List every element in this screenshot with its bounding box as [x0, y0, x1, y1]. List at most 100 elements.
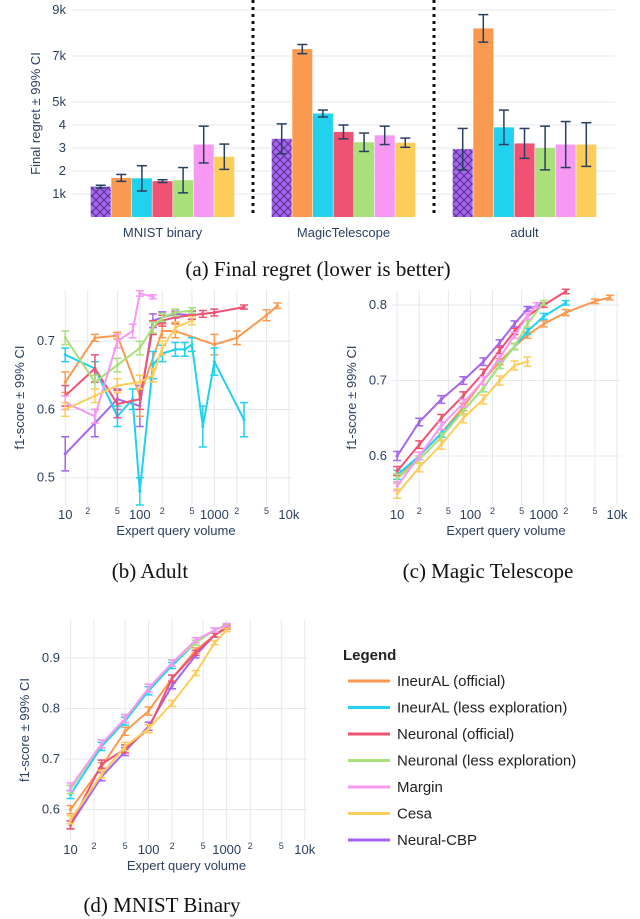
x-tick-label: 1000 [212, 842, 241, 857]
data-point [564, 289, 568, 294]
legend-title: Legend [343, 647, 396, 664]
data-point [194, 651, 198, 655]
bar-ineural-less-exploration [312, 113, 333, 217]
data-point [99, 762, 104, 766]
data-point [115, 339, 119, 343]
data-point [99, 742, 104, 746]
y-tick-label: 0.7 [42, 751, 60, 766]
x-tick-label: 2 [234, 506, 239, 516]
data-point [68, 785, 73, 789]
data-point [461, 409, 465, 413]
y-tick-label: 5k [52, 94, 66, 109]
x-tick-label: 10k [278, 507, 299, 522]
data-point [190, 308, 194, 313]
x-tick-label: MagicTelescope [297, 225, 390, 240]
data-point [481, 378, 485, 383]
data-point [525, 322, 530, 326]
series-line-ineural-official [64, 304, 279, 399]
x-tick-label: 10 [63, 842, 77, 857]
y-tick-label: 0.5 [37, 470, 55, 485]
bar-chart-final-regret: 1k 2 3 4 5k 7k 9k Final regret ± 99% CI MNIST bi… [28, 0, 615, 240]
data-point [201, 424, 205, 429]
data-point [68, 808, 73, 812]
bar-cesa [576, 144, 597, 217]
data-point [275, 304, 279, 308]
data-point [512, 333, 517, 337]
line-chart-magic-telescope: 10 2 5 100 2 5 1000 2 5 10k 0.6 0.7 0.8 Expert query … [344, 288, 628, 538]
bar-ineural-official [111, 177, 132, 217]
data-point [497, 348, 502, 352]
bar-cesa [395, 142, 416, 217]
bar-ineural-official [473, 28, 494, 218]
bar-neuronal-official [514, 143, 535, 217]
data-point [439, 443, 443, 447]
data-point [461, 416, 465, 420]
y-tick-label: 0.6 [42, 802, 60, 817]
y-axis-label: Final regret ± 99% CI [28, 52, 43, 175]
data-point [63, 353, 67, 357]
x-tick-label: 5 [189, 506, 194, 516]
x-tick-label: 2 [92, 841, 97, 851]
series-line-ineural-official [396, 296, 611, 480]
data-point [138, 489, 142, 493]
data-point [212, 343, 216, 347]
data-point [190, 343, 194, 347]
x-tick-label: adult [510, 225, 539, 240]
data-point [481, 371, 485, 375]
y-tick-label: 7k [52, 48, 66, 63]
data-point [461, 394, 465, 398]
data-point [512, 363, 517, 368]
data-point [151, 373, 155, 377]
bar-neuronal-official [152, 181, 173, 217]
data-point [170, 661, 174, 665]
x-tick-label: 5 [519, 506, 524, 516]
bar-margin [555, 144, 576, 217]
x-tick-label: 5 [123, 841, 128, 851]
caption-a: (a) Final regret (lower is better) [185, 257, 450, 281]
x-tick-label: 100 [138, 842, 160, 857]
legend-item-margin: Margin [397, 779, 443, 796]
data-point [93, 380, 97, 384]
data-point [63, 452, 67, 456]
data-point [481, 360, 485, 364]
data-point [461, 378, 465, 383]
x-tick-label: 2 [160, 506, 165, 516]
data-point [417, 443, 421, 447]
bar-neural-cbp [452, 149, 473, 217]
data-point [417, 465, 421, 469]
data-point [212, 641, 217, 645]
data-point [151, 295, 155, 299]
y-tick-label: 3 [59, 140, 66, 155]
data-point [93, 336, 97, 340]
legend-item-neuronal-less-exploration: Neuronal (less exploration) [397, 753, 576, 770]
x-tick-label: 5 [201, 841, 206, 851]
data-point [593, 299, 597, 303]
data-point [497, 378, 502, 383]
x-axis-label: Expert query volume [116, 523, 235, 538]
legend: Legend IneurAL (official) IneurAL (less e… [343, 647, 576, 849]
bar-margin [374, 135, 395, 217]
data-point [395, 484, 399, 488]
y-tick-label: 0.8 [42, 701, 60, 716]
data-point [395, 469, 399, 473]
data-point [68, 818, 73, 822]
data-point [542, 322, 546, 326]
data-point [417, 420, 421, 424]
data-point [564, 301, 568, 305]
data-point [512, 344, 517, 349]
bar-neural-cbp [271, 138, 292, 217]
y-tick-label: 2 [59, 163, 66, 178]
x-tick-label: 5 [446, 506, 451, 516]
data-point [225, 623, 229, 627]
data-point [93, 394, 97, 398]
x-tick-label: 5 [264, 506, 269, 516]
legend-item-neuronal-official: Neuronal (official) [397, 726, 514, 743]
data-point [170, 701, 174, 706]
data-point [439, 435, 443, 439]
data-point [93, 414, 97, 418]
x-tick-label: 10 [58, 507, 72, 522]
caption-b: (b) Adult [112, 559, 189, 583]
x-tick-label: 2 [248, 841, 253, 851]
data-point [93, 366, 97, 371]
y-tick-label: 1k [52, 186, 66, 201]
